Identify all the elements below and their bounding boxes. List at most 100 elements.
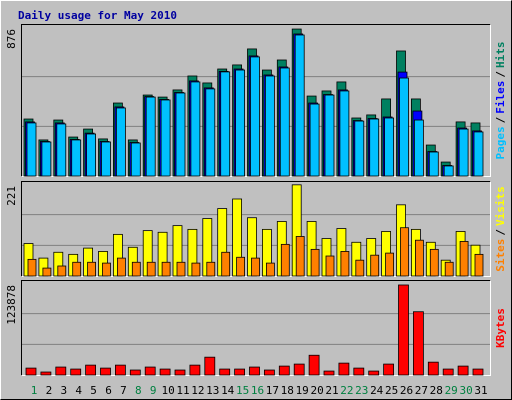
x-tick-label: 24	[370, 384, 384, 397]
bar	[294, 34, 305, 177]
bar	[414, 239, 424, 277]
bar	[295, 236, 305, 277]
bar	[55, 366, 67, 376]
bar	[429, 248, 439, 277]
bar	[116, 107, 126, 177]
bar	[100, 367, 111, 376]
bar	[400, 227, 409, 277]
bar	[385, 252, 395, 277]
bar	[353, 367, 365, 376]
bar	[339, 90, 350, 177]
bar	[221, 251, 231, 277]
bar	[442, 368, 454, 376]
bar	[399, 77, 409, 177]
bar	[472, 368, 484, 376]
bar	[457, 365, 469, 376]
bar	[205, 88, 216, 177]
bar	[146, 261, 156, 277]
bar	[323, 370, 335, 376]
bar	[250, 56, 260, 177]
bar	[325, 255, 335, 277]
x-tick-label: 28	[430, 384, 443, 397]
x-tick-label: 4	[75, 384, 82, 397]
bar	[40, 371, 52, 376]
bar	[189, 364, 201, 376]
bar	[340, 251, 350, 277]
bar	[310, 248, 320, 277]
panel-border-light	[21, 24, 491, 177]
bar	[413, 119, 424, 177]
bar	[370, 254, 380, 277]
x-tick-label: 19	[296, 384, 309, 397]
bar	[265, 262, 275, 277]
bar	[279, 67, 290, 177]
bar	[278, 365, 290, 376]
bar	[117, 257, 126, 277]
x-tick-label: 1	[31, 384, 38, 397]
bar	[161, 261, 171, 277]
legend-entry: Pages	[494, 126, 507, 159]
x-tick-label: 3	[60, 384, 67, 397]
bar	[251, 257, 260, 277]
bar	[159, 368, 171, 376]
x-tick-label: 25	[385, 384, 398, 397]
legend-entry: Sites	[494, 239, 507, 272]
bar	[41, 141, 52, 177]
x-tick-label: 14	[221, 384, 235, 397]
bar	[101, 141, 111, 177]
bar	[369, 118, 380, 177]
bar	[131, 261, 141, 277]
bar	[474, 253, 484, 277]
bar	[190, 81, 201, 177]
bar	[263, 369, 275, 376]
x-tick-label: 16	[251, 384, 264, 397]
bar	[384, 117, 395, 177]
legend-entry: Hits	[494, 42, 507, 69]
legend: Sites / Visits	[494, 186, 507, 272]
bar	[458, 128, 469, 177]
x-tick-label: 5	[90, 384, 97, 397]
bar	[383, 363, 395, 376]
bar	[428, 151, 439, 177]
bar	[70, 368, 82, 376]
bar	[57, 265, 67, 277]
legend: Pages / Files / Hits	[494, 42, 507, 160]
bar	[219, 368, 231, 376]
x-tick-label: 18	[281, 384, 294, 397]
bar	[249, 366, 260, 376]
x-tick-label: 10	[161, 384, 174, 397]
y-tick-label: 123878	[5, 285, 18, 325]
bar	[174, 369, 186, 376]
y-tick-label: 221	[5, 186, 18, 206]
x-tick-label: 2	[46, 384, 53, 397]
x-tick-label: 13	[206, 384, 219, 397]
bar	[264, 75, 275, 177]
bar	[354, 120, 365, 177]
bar	[72, 261, 82, 277]
bar	[236, 256, 246, 277]
bar	[324, 94, 335, 177]
bar	[27, 258, 37, 277]
bar	[191, 262, 201, 277]
x-tick-label: 21	[325, 384, 338, 397]
bar	[280, 243, 290, 277]
x-tick-label: 27	[415, 384, 428, 397]
legend-entry: Visits	[494, 186, 507, 226]
bar	[130, 142, 141, 177]
x-tick-label: 11	[176, 384, 189, 397]
bar	[309, 103, 320, 177]
legend-entry: Files	[494, 81, 507, 114]
bar	[85, 364, 96, 376]
bar	[427, 361, 439, 376]
panel-border-light	[21, 181, 491, 277]
x-tick-label: 8	[135, 384, 142, 397]
bar	[368, 370, 380, 376]
bar	[412, 311, 424, 376]
x-tick-label: 29	[445, 384, 458, 397]
x-tick-label: 17	[266, 384, 279, 397]
bar	[473, 131, 484, 177]
bar	[234, 368, 246, 376]
bar	[87, 261, 96, 277]
